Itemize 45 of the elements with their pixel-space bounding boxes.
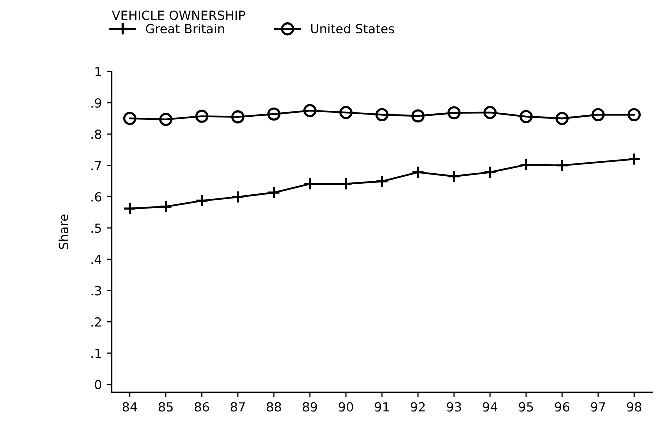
y-tick-label: .9: [92, 98, 102, 108]
y-tick-label: .2: [92, 318, 102, 327]
point: [159, 113, 173, 126]
y-tick-label: .1: [92, 348, 102, 358]
x-tick-label: 95: [519, 402, 534, 412]
point: [556, 112, 569, 126]
x-tick-label: 89: [303, 402, 318, 412]
point: [448, 106, 461, 120]
x-tick-label: 96: [555, 402, 570, 412]
point: [484, 106, 497, 120]
x-tick-label: 98: [627, 402, 642, 412]
x-tick-label: 93: [447, 402, 462, 412]
x-tick-label: 88: [267, 402, 282, 412]
x-tick-label: 97: [591, 402, 606, 412]
x-tick-label: 94: [483, 402, 498, 412]
y-tick-label: .7: [92, 161, 102, 170]
point: [304, 104, 317, 118]
x-tick-label: 91: [375, 402, 390, 412]
y-tick-label: .8: [92, 130, 102, 140]
point: [340, 106, 353, 120]
point: [268, 108, 281, 121]
x-tick-label: 86: [194, 402, 210, 412]
y-tick-label: .3: [92, 286, 102, 296]
legend-label: Great Britain: [146, 24, 224, 34]
point: [232, 110, 245, 124]
x-tick-label: 85: [158, 402, 173, 412]
point: [376, 108, 389, 122]
y-tick-label: .6: [92, 192, 102, 202]
point: [412, 110, 425, 123]
x-tick-label: 90: [339, 402, 354, 412]
point: [628, 108, 641, 122]
y-axis-title: Share: [58, 214, 69, 250]
point: [123, 112, 137, 126]
x-tick-label: 84: [122, 402, 138, 412]
legend-label: United States: [311, 24, 394, 34]
y-tick-label: 1: [96, 67, 102, 76]
chart-title: VEHICLE OWNERSHIP: [112, 10, 246, 20]
x-tick-label: 87: [231, 402, 246, 412]
y-tick-label: .4: [92, 255, 102, 264]
point: [195, 110, 209, 124]
point: [592, 108, 605, 122]
point: [520, 110, 533, 124]
x-tick-label: 92: [411, 402, 425, 412]
y-tick-label: .5: [92, 224, 102, 234]
y-tick-label: 0: [95, 380, 102, 390]
